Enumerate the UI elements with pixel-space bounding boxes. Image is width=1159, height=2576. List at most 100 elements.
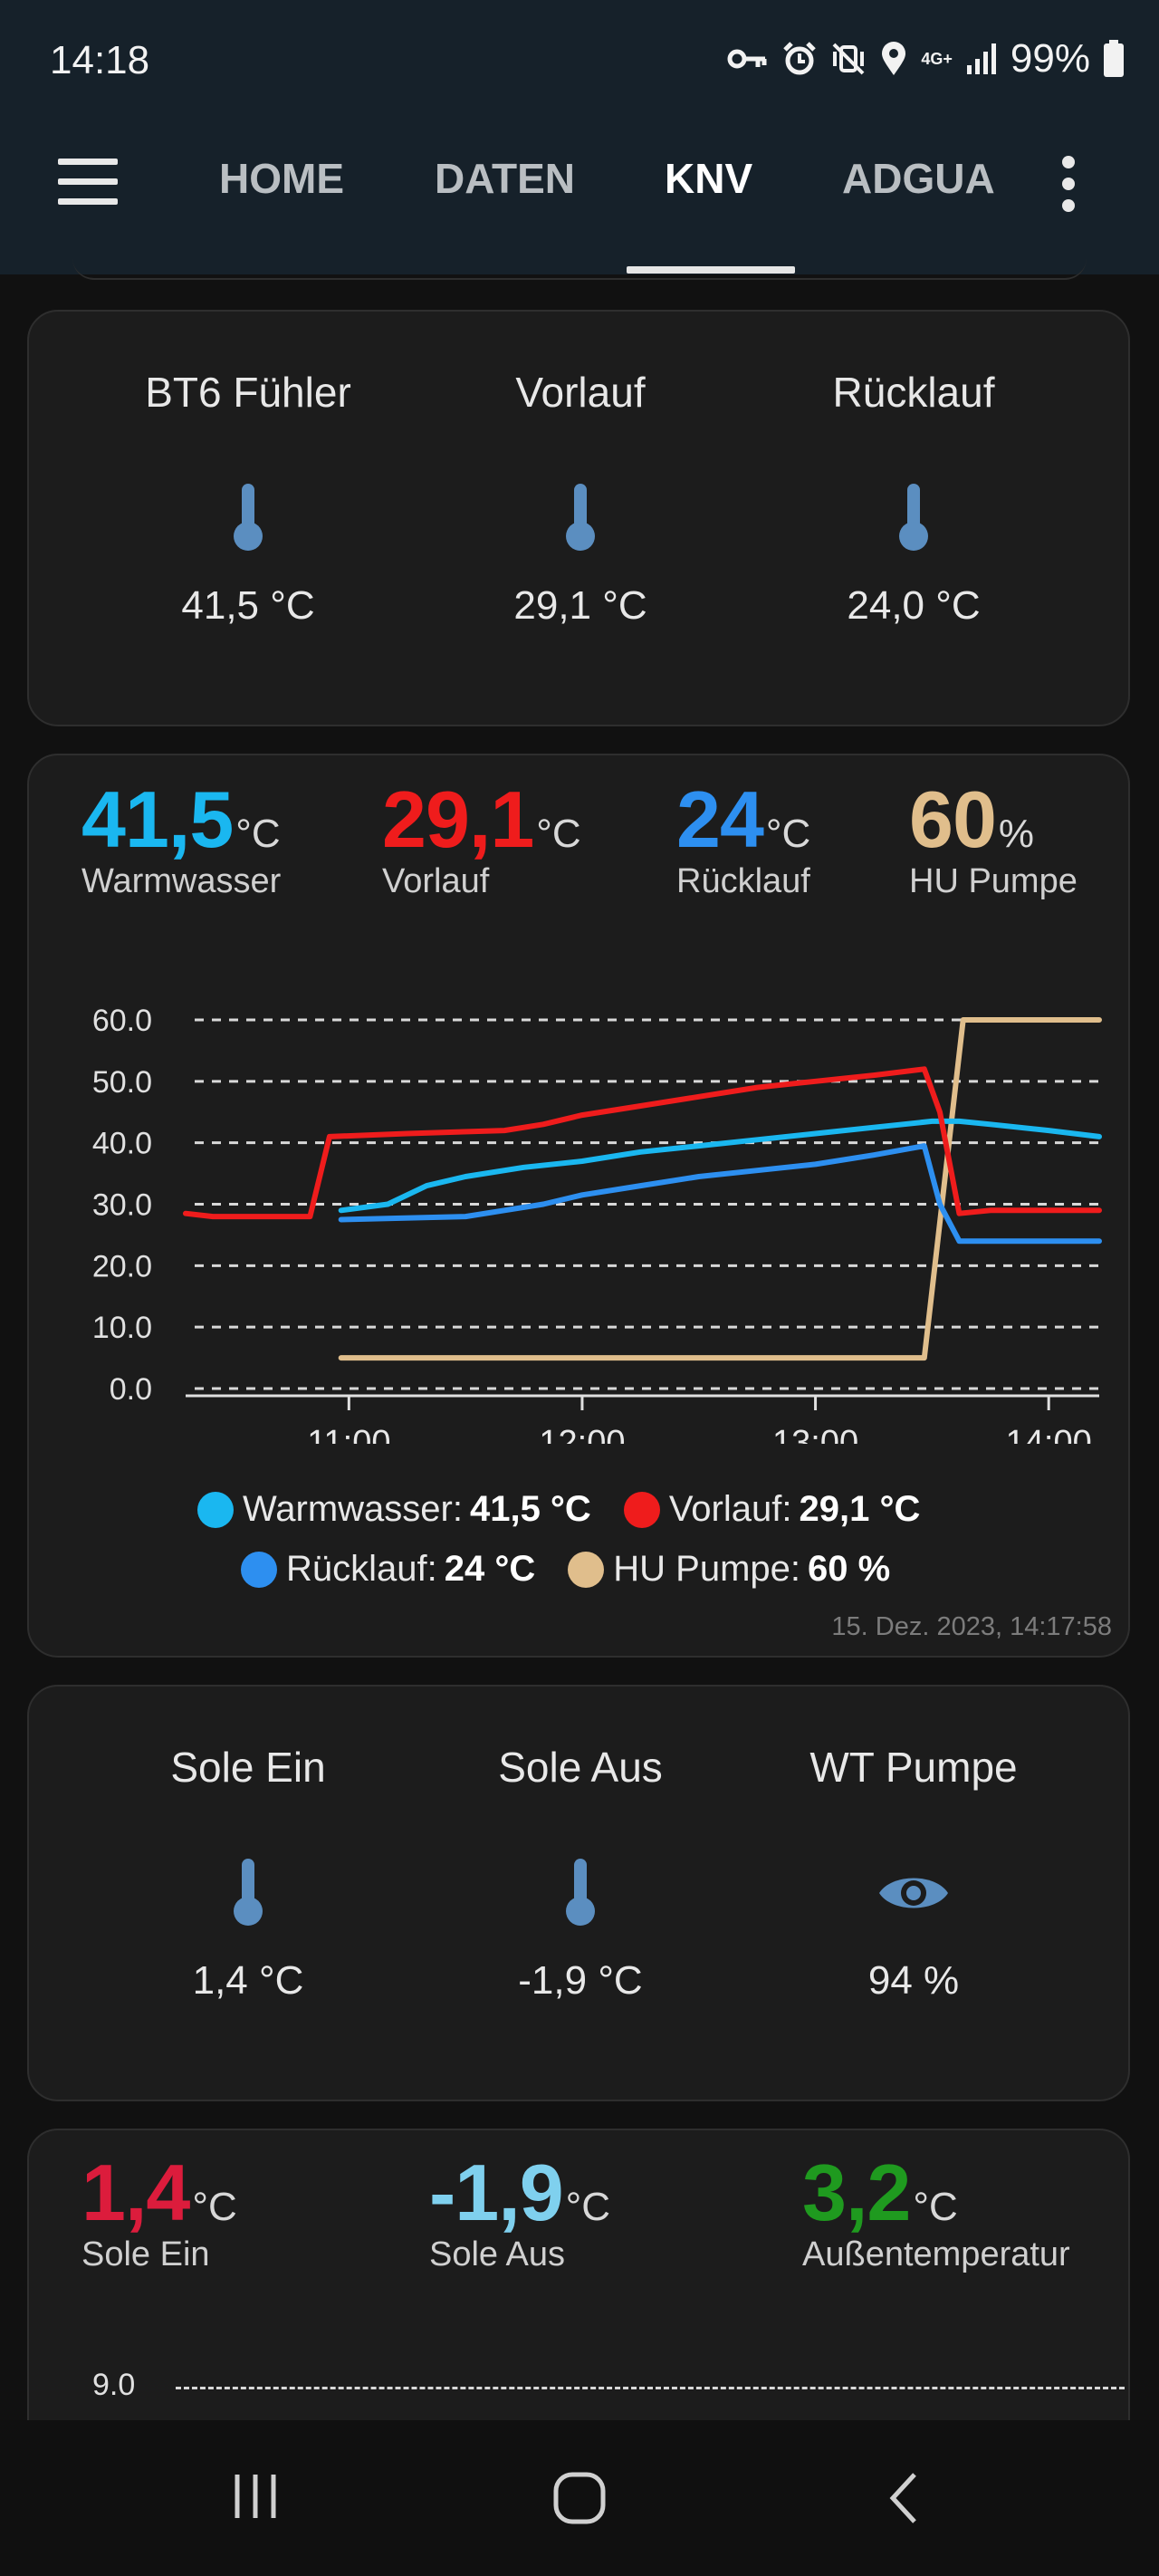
legend-swatch-hu-pumpe — [568, 1551, 605, 1588]
tab-home[interactable]: HOME — [219, 155, 344, 202]
header-unit: °C — [192, 2185, 237, 2229]
header-unit: °C — [235, 812, 281, 856]
sensor-name: Vorlauf — [515, 369, 646, 416]
sensor-name: Rücklauf — [832, 369, 995, 416]
legend-name: Vorlauf: — [668, 1489, 792, 1529]
header-label: Vorlauf — [382, 862, 490, 900]
header-sole-ein: 1,4°C Sole Ein — [81, 2147, 237, 2274]
sensor-value: -1,9 °C — [518, 1958, 643, 2003]
header-sole-aus: -1,9°C Sole Aus — [429, 2147, 610, 2274]
location-icon — [882, 42, 906, 75]
header-vorlauf: 29,1°C Vorlauf — [382, 774, 581, 901]
y-tick-label: 40.0 — [92, 1127, 152, 1161]
thermometer-icon — [413, 1857, 748, 1929]
grid-line — [176, 2387, 1125, 2389]
status-icons: 4G+ 99% — [727, 36, 1125, 82]
system-nav-bar — [0, 2420, 1159, 2576]
series-line-vorlauf — [183, 1066, 1102, 1220]
legend-swatch-ruecklauf — [241, 1551, 277, 1588]
sensor-tile-wt-pumpe[interactable]: WT Pumpe 94 % — [746, 1743, 1081, 2004]
header-label: Außentemperatur — [802, 2235, 1070, 2273]
sensor-tile-bt6[interactable]: BT6 Fühler 41,5 °C — [81, 368, 416, 629]
header-unit: % — [998, 812, 1035, 856]
header-unit: °C — [565, 2185, 611, 2229]
y-tick-label: 20.0 — [92, 1249, 152, 1283]
app-bar — [0, 127, 1159, 274]
series-line-rcklauf — [338, 1143, 1102, 1245]
battery-icon — [1104, 40, 1124, 77]
y-tick-label: 50.0 — [92, 1065, 152, 1100]
y-tick-label: 10.0 — [92, 1311, 152, 1345]
header-label: HU Pumpe — [909, 862, 1078, 900]
home-icon[interactable] — [552, 2471, 607, 2525]
header-value: 3,2 — [802, 2148, 911, 2237]
tab-adgua[interactable]: ADGUA — [842, 155, 995, 202]
thermometer-icon — [81, 482, 416, 554]
sensor-tile-sole-ein[interactable]: Sole Ein 1,4 °C — [81, 1743, 416, 2004]
header-value: 24 — [676, 774, 764, 864]
recent-apps-icon[interactable] — [230, 2471, 281, 2522]
sensor-value: 24,0 °C — [847, 583, 981, 628]
sensor-tile-sole-aus[interactable]: Sole Aus -1,9 °C — [413, 1743, 748, 2004]
legend-value: 24 °C — [444, 1549, 536, 1589]
series-line-hupumpe — [338, 1017, 1102, 1361]
legend-value: 60 % — [808, 1549, 891, 1589]
tab-knv[interactable]: KNV — [665, 155, 753, 202]
series-line-warmwasser — [338, 1118, 1102, 1214]
more-vertical-icon[interactable] — [1058, 156, 1079, 212]
last-updated-timestamp: 15. Dez. 2023, 14:17:58 — [831, 1612, 1112, 1641]
line-chart[interactable]: 60.0 50.0 40.0 30.0 20.0 10.0 0.0 11:00 12:00 13:… — [29, 755, 1128, 1444]
header-unit: °C — [765, 812, 811, 856]
x-tick-label: 12:00 — [539, 1424, 625, 1444]
header-label: Sole Ein — [81, 2235, 210, 2273]
sensor-value: 1,4 °C — [192, 1958, 304, 2003]
thermometer-icon — [81, 1857, 416, 1929]
sensor-name: Sole Aus — [498, 1744, 663, 1791]
header-value: -1,9 — [429, 2148, 564, 2237]
header-value: 1,4 — [81, 2148, 190, 2237]
key-icon — [727, 49, 767, 69]
y-tick-label: 30.0 — [92, 1188, 152, 1223]
header-warmwasser: 41,5°C Warmwasser — [81, 774, 281, 901]
sensor-name: WT Pumpe — [809, 1744, 1018, 1791]
hamburger-menu-icon[interactable] — [58, 159, 120, 206]
network-type: 4G+ — [921, 50, 953, 68]
sensor-value: 41,5 °C — [181, 583, 315, 628]
x-tick-label: 13:00 — [772, 1424, 858, 1444]
x-tick-label: 14:00 — [1006, 1424, 1092, 1444]
sensor-name: Sole Ein — [170, 1744, 326, 1791]
header-value: 60 — [909, 774, 997, 864]
thermometer-icon — [746, 482, 1081, 554]
y-tick-label: 0.0 — [110, 1372, 152, 1407]
back-icon[interactable] — [886, 2471, 922, 2525]
active-tab-indicator — [627, 266, 795, 274]
signal-icon — [966, 43, 996, 74]
legend-row-1: Warmwasser: 41,5 °C Vorlauf: 29,1 °C — [197, 1489, 920, 1530]
sensor-value: 94 % — [867, 1958, 960, 2003]
header-hu-pumpe: 60% HU Pumpe — [909, 774, 1078, 901]
thermometer-icon — [413, 482, 748, 554]
sensor-tile-ruecklauf[interactable]: Rücklauf 24,0 °C — [746, 368, 1081, 629]
sensor-card-2: Sole Ein 1,4 °C Sole Aus -1,9 °C WT Pump… — [27, 1685, 1130, 2101]
header-label: Sole Aus — [429, 2235, 565, 2273]
sensor-card-1: BT6 Fühler 41,5 °C Vorlauf 29,1 °C Rückl… — [27, 310, 1130, 726]
history-chart-card[interactable]: 41,5°C Warmwasser 29,1°C Vorlauf 24°C Rü… — [27, 754, 1130, 1658]
alarm-icon — [783, 42, 817, 75]
header-value: 29,1 — [382, 774, 534, 864]
status-time: 14:18 — [50, 38, 150, 82]
sensor-tile-vorlauf[interactable]: Vorlauf 29,1 °C — [413, 368, 748, 629]
previous-card-edge — [72, 258, 1087, 280]
y-tick-label: 60.0 — [92, 1004, 152, 1038]
sensor-name: BT6 Fühler — [145, 369, 351, 416]
status-bar: 14:18 4G+ 99% — [0, 0, 1159, 127]
legend-name: Rücklauf: — [286, 1549, 437, 1589]
header-unit: °C — [536, 812, 581, 856]
legend-value: 29,1 °C — [799, 1489, 921, 1529]
tab-daten[interactable]: DATEN — [435, 155, 576, 202]
header-unit: °C — [913, 2185, 958, 2229]
legend-name: HU Pumpe: — [613, 1549, 800, 1589]
header-aussentemperatur: 3,2°C Außentemperatur — [802, 2147, 1070, 2274]
header-label: Warmwasser — [81, 862, 282, 900]
x-tick-label: 11:00 — [307, 1424, 390, 1444]
eye-icon — [746, 1857, 1081, 1929]
